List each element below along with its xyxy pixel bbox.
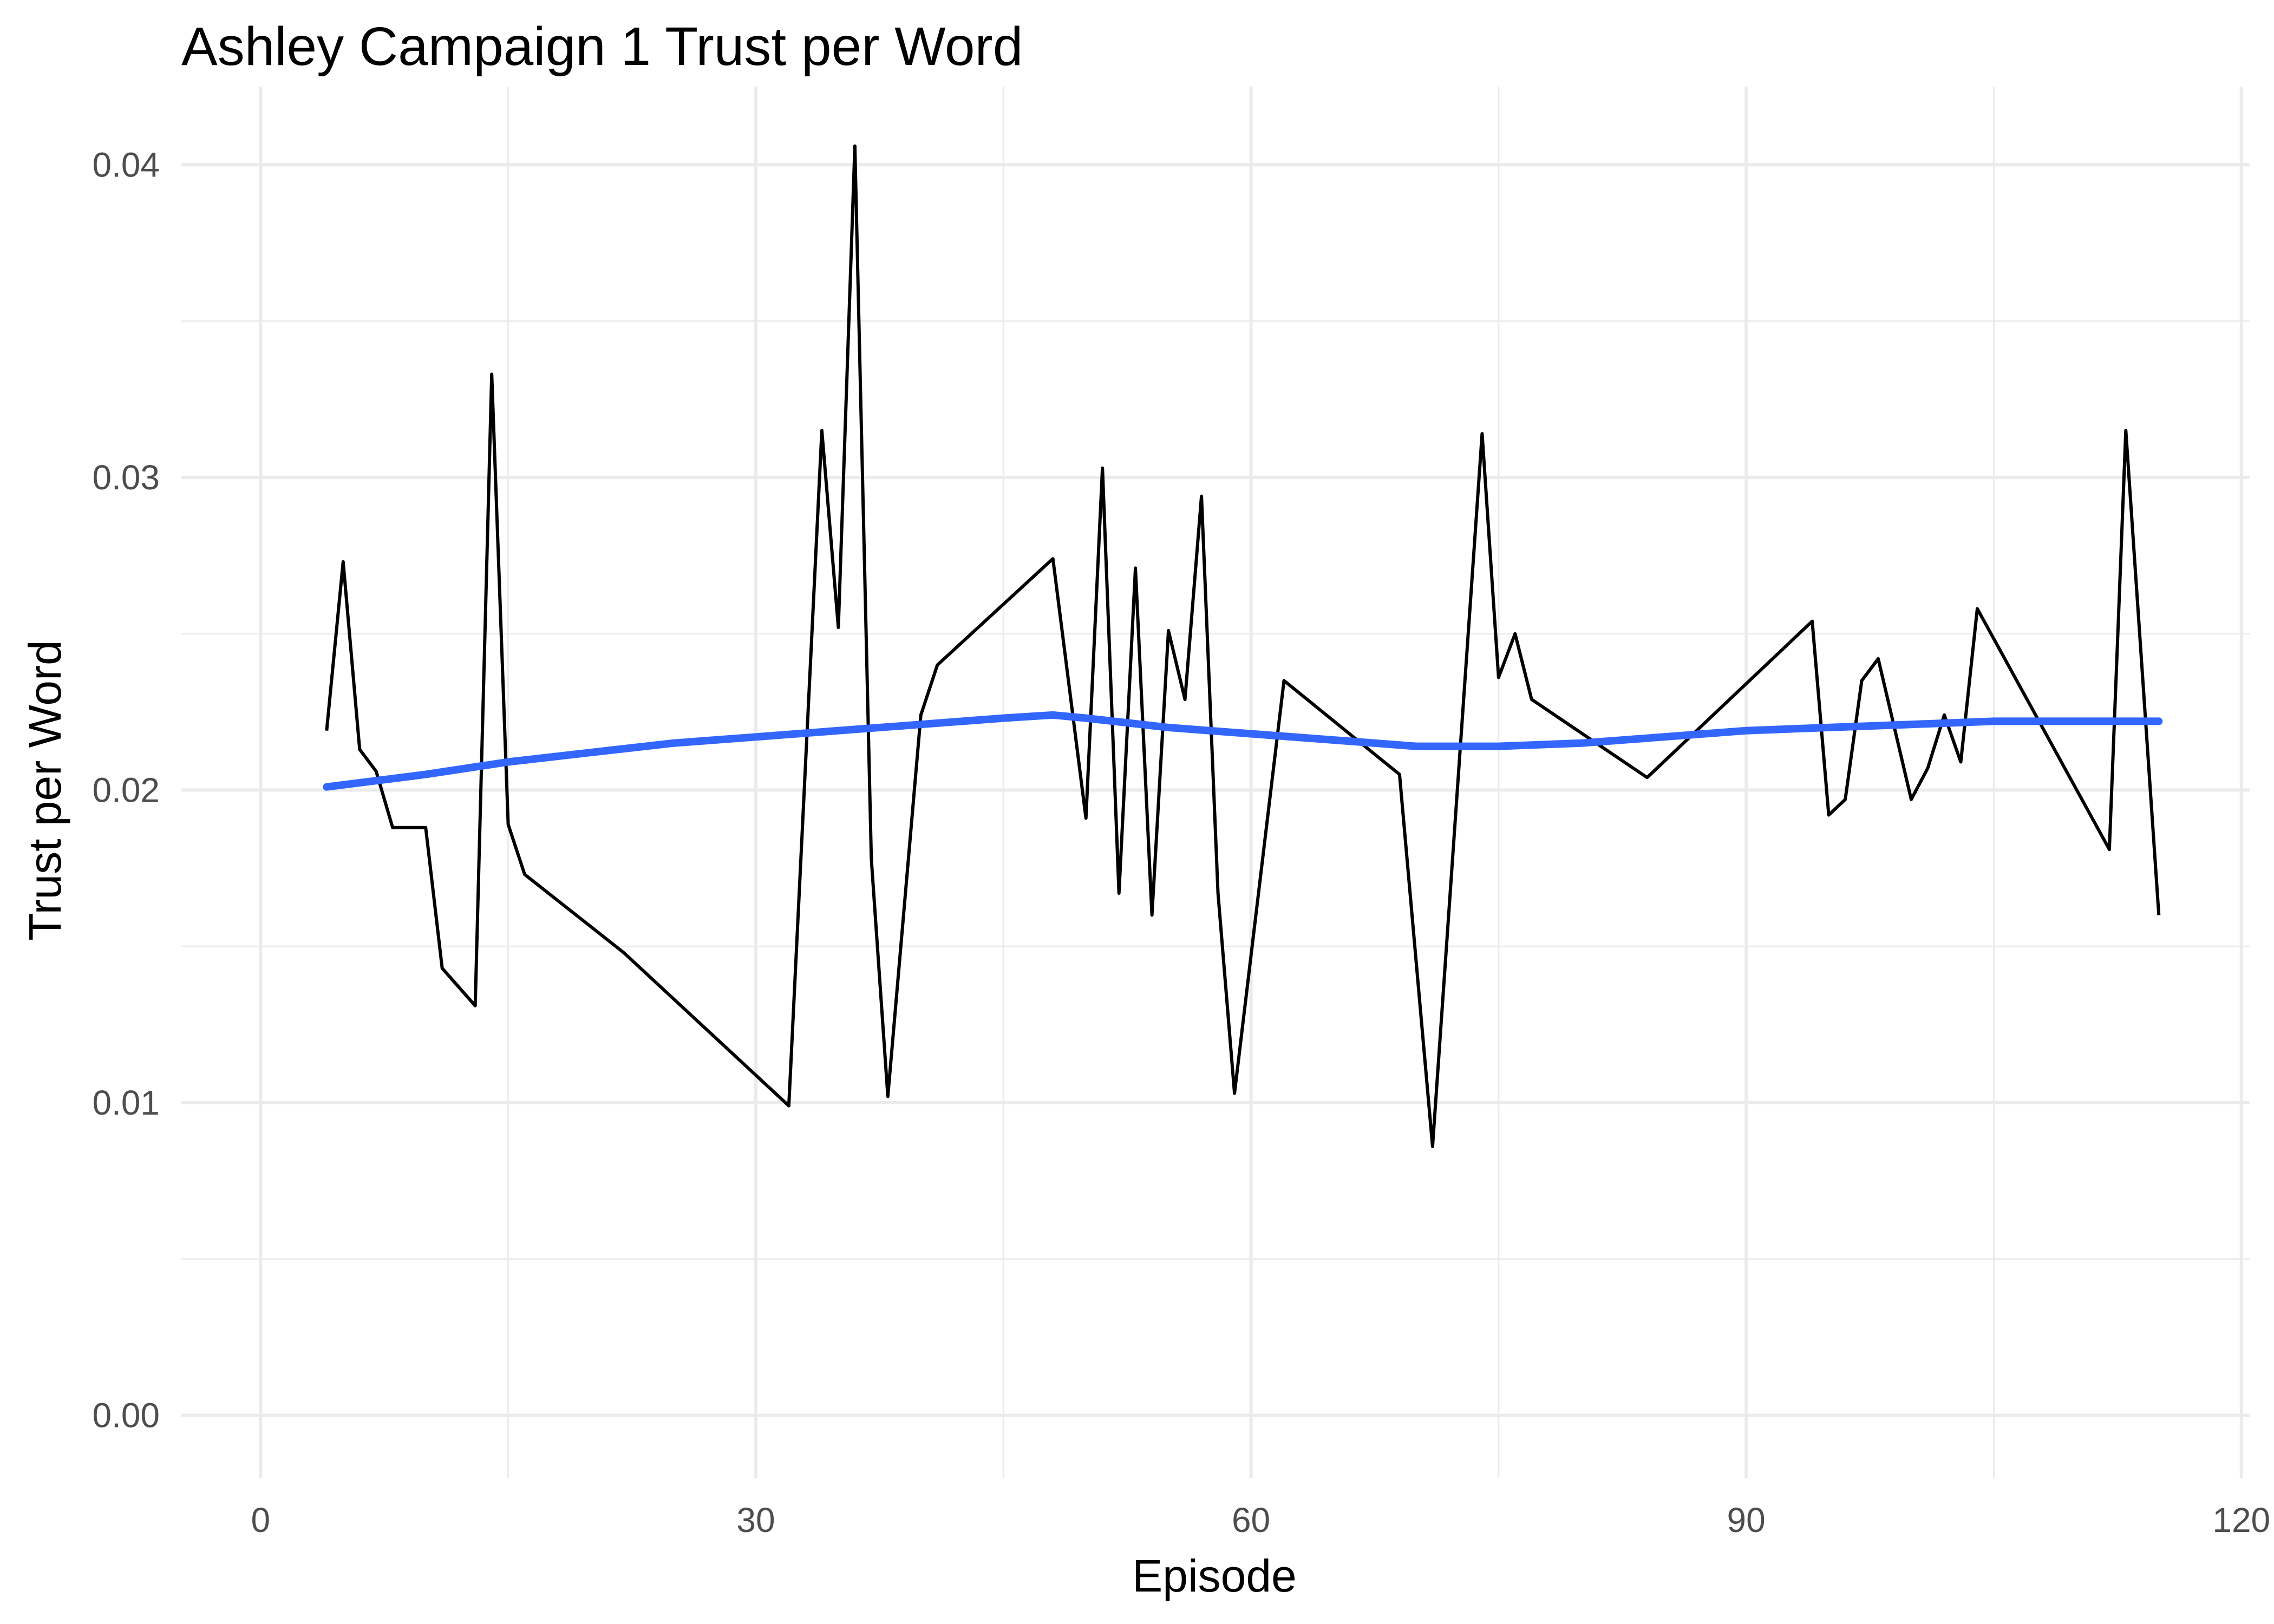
trust-per-word-line [325,144,2161,1148]
x-tick-label: 60 [1232,1501,1270,1540]
x-tick-label: 30 [736,1501,775,1540]
y-tick-label: 0.04 [92,145,160,184]
y-tick-label: 0.02 [92,770,160,809]
chart-title: Ashley Campaign 1 Trust per Word [181,16,1023,77]
tick-labels: 0 30 60 90 120 0.00 0.01 0.02 0.03 0.04 [92,145,2270,1540]
x-tick-label: 120 [2212,1501,2270,1540]
y-tick-label: 0.00 [92,1396,160,1435]
series-layer [323,144,2163,1148]
minor-gridlines [181,87,2250,1478]
y-tick-label: 0.03 [92,458,160,497]
x-axis-title: Episode [1132,1550,1297,1601]
y-axis-title: Trust per Word [19,640,70,940]
smooth-trend-line [323,711,2163,791]
y-tick-label: 0.01 [92,1083,160,1122]
x-tick-label: 90 [1727,1501,1766,1540]
x-tick-label: 0 [251,1501,271,1540]
major-gridlines [181,87,2250,1478]
